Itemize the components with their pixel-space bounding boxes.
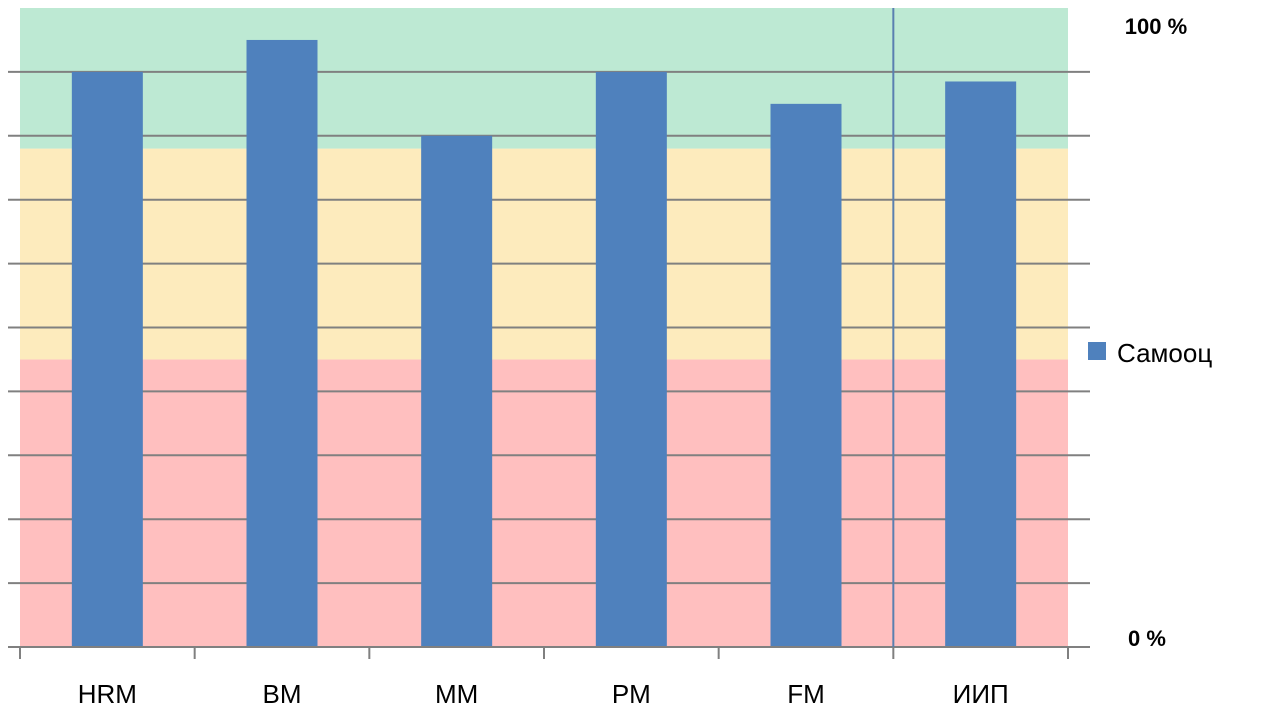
legend: Самооц: [1088, 338, 1212, 368]
legend-label: Самооц: [1117, 338, 1212, 368]
x-tick-label: ИИП: [953, 679, 1009, 709]
bar-mm: [421, 135, 493, 648]
bars: [71, 39, 1017, 648]
x-tick-label: MM: [435, 679, 478, 709]
bar-иип: [945, 81, 1017, 648]
x-tick-label: BM: [263, 679, 302, 709]
y-max-label: 100 %: [1125, 14, 1187, 39]
band-0: [20, 359, 1068, 647]
gridlines: [8, 70, 1090, 585]
band-2: [20, 8, 1068, 149]
x-tick-label: FM: [787, 679, 825, 709]
x-tick-label: HRM: [78, 679, 137, 709]
bar-pm: [595, 71, 667, 647]
x-tick-label: PM: [612, 679, 651, 709]
legend-swatch: [1088, 342, 1106, 360]
bar-hrm: [71, 71, 143, 647]
bar-fm: [770, 103, 842, 648]
y-min-label: 0 %: [1128, 626, 1166, 651]
x-tick-labels: HRM BM MM PM FM ИИП: [78, 679, 1009, 709]
bar-bm: [246, 39, 318, 647]
x-axis: [8, 8, 1090, 659]
